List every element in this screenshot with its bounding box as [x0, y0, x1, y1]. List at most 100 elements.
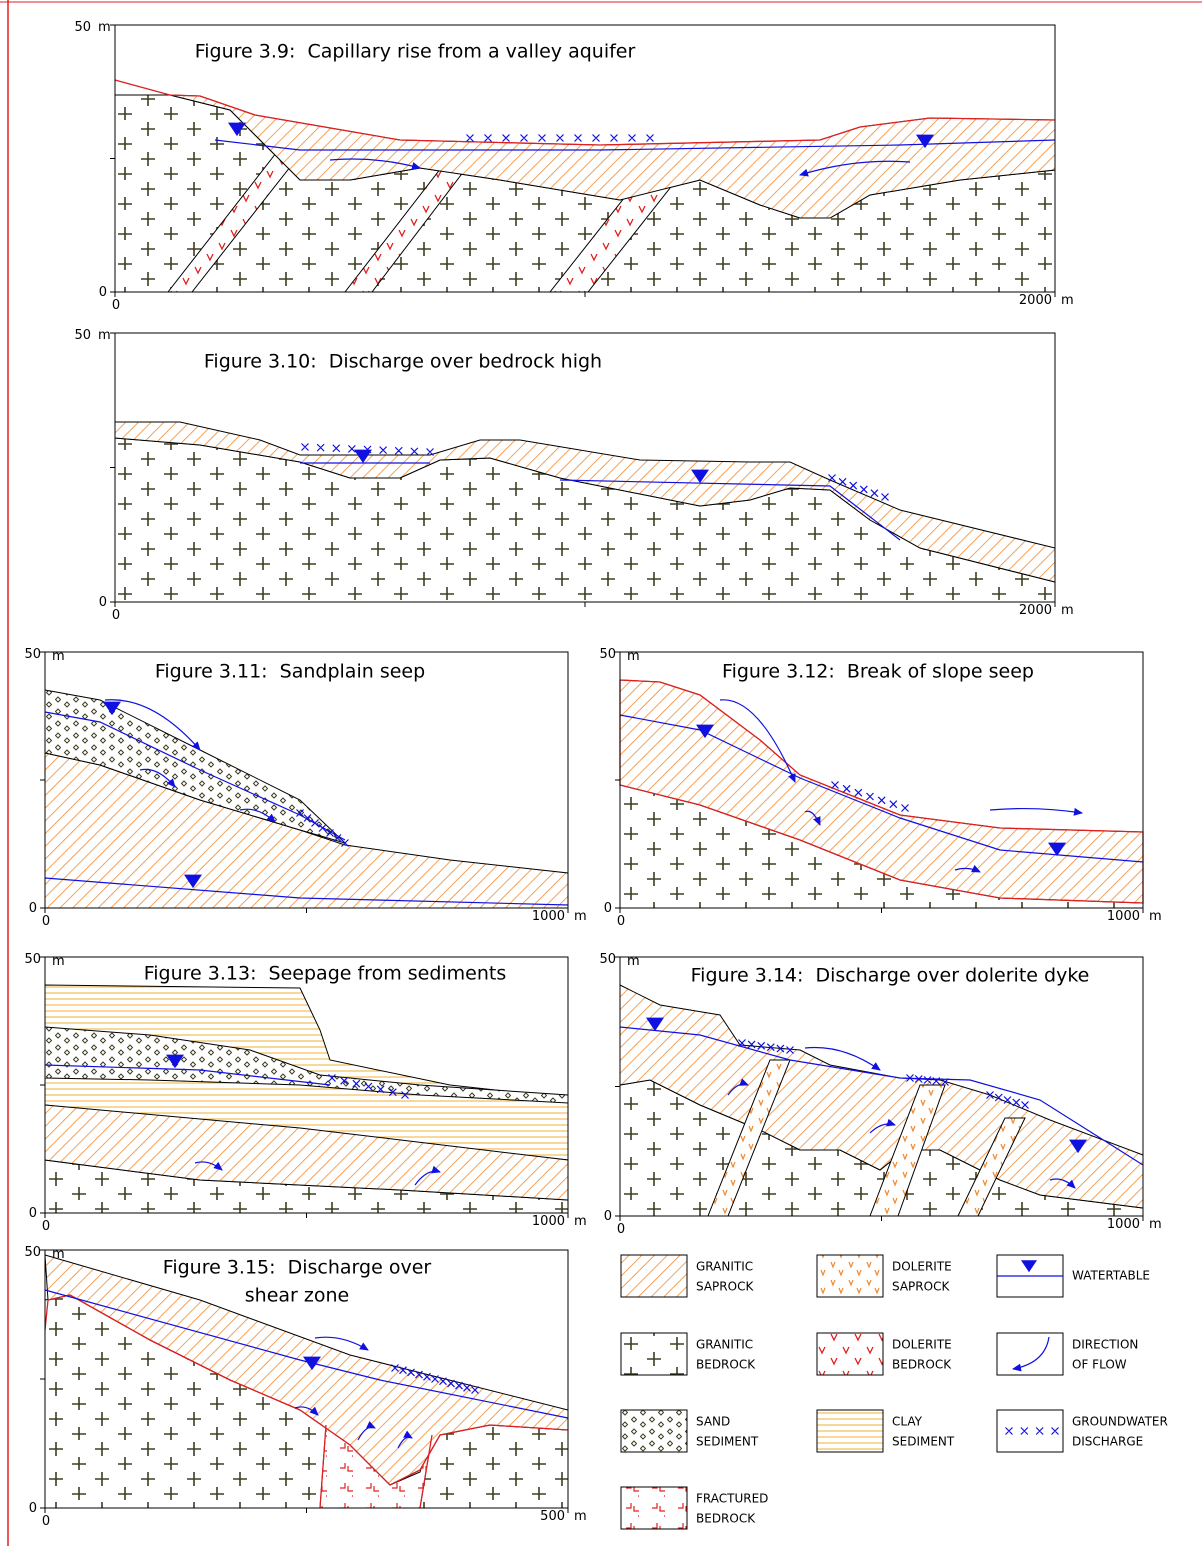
figure-title: Figure 3.13: Seepage from sediments [144, 963, 507, 985]
x-zero-label: 0 [42, 914, 50, 929]
x-unit-label: m [1061, 293, 1074, 308]
legend-item: SAND SEDIMENT [621, 1410, 759, 1452]
y-unit-label: m [52, 1247, 65, 1262]
legend-label: BEDROCK [696, 1512, 756, 1526]
x-zero-label: 0 [42, 1514, 50, 1529]
legend-item: GRANITIC BEDROCK [621, 1333, 756, 1375]
legend-label: DIRECTION [1072, 1338, 1138, 1352]
legend-swatch [997, 1333, 1063, 1375]
legend-label: DOLERITE [892, 1260, 952, 1274]
figure-title: Figure 3.10: Discharge over bedrock high [204, 351, 602, 373]
x-unit-label: m [574, 909, 587, 924]
legend-label: SEDIMENT [892, 1435, 955, 1449]
legend-item: WATERTABLE [997, 1255, 1150, 1297]
legend: GRANITIC SAPROCK DOLERITE SAPROCK WATERTABLE… [621, 1255, 1168, 1529]
figure-title: Figure 3.14: Discharge over dolerite dyk… [691, 965, 1090, 987]
figure: Figure 3.13: Seepage from sediments 50 m 00… [24, 952, 586, 1234]
figure-title: shear zone [245, 1285, 349, 1307]
legend-label: DISCHARGE [1072, 1435, 1143, 1449]
x-end-label: 500 [540, 1509, 565, 1524]
figure-title: Figure 3.11: Sandplain seep [155, 661, 425, 683]
legend-label: SAPROCK [892, 1280, 950, 1294]
legend-label: WATERTABLE [1072, 1269, 1150, 1283]
y-zero-label: 0 [29, 1206, 37, 1221]
figure-title: Figure 3.9: Capillary rise from a valley… [195, 41, 636, 63]
y-top-label: 50 [24, 1245, 41, 1260]
legend-swatch [817, 1410, 883, 1452]
legend-label: BEDROCK [696, 1358, 756, 1372]
x-zero-label: 0 [42, 1219, 50, 1234]
x-unit-label: m [574, 1509, 587, 1524]
x-end-label: 1000 [532, 1214, 565, 1229]
figure: Figure 3.10: Discharge over bedrock high… [74, 328, 1073, 623]
x-end-label: 1000 [1107, 1217, 1140, 1232]
y-top-label: 50 [24, 952, 41, 967]
y-unit-label: m [98, 328, 111, 343]
legend-item: CLAY SEDIMENT [817, 1410, 955, 1452]
figures: Figure 3.9: Capillary rise from a valley… [24, 20, 1161, 1529]
x-unit-label: m [1061, 603, 1074, 618]
x-unit-label: m [1149, 909, 1162, 924]
y-unit-label: m [627, 649, 640, 664]
legend-label: GRANITIC [696, 1338, 753, 1352]
legend-label: CLAY [892, 1415, 923, 1429]
legend-swatch [621, 1410, 687, 1452]
figure-title: Figure 3.15: Discharge over [163, 1257, 432, 1279]
legend-label: DOLERITE [892, 1338, 952, 1352]
legend-item: FRACTURED BEDROCK [621, 1487, 768, 1529]
y-unit-label: m [627, 954, 640, 969]
y-unit-label: m [98, 20, 111, 35]
y-zero-label: 0 [29, 901, 37, 916]
legend-item: DIRECTION OF FLOW [997, 1333, 1138, 1375]
legend-item: DOLERITE BEDROCK [817, 1333, 952, 1375]
legend-item: GRANITIC SAPROCK [621, 1255, 754, 1297]
legend-label: SAND [696, 1415, 730, 1429]
x-zero-label: 0 [112, 298, 120, 313]
y-zero-label: 0 [604, 901, 612, 916]
legend-item: DOLERITE SAPROCK [817, 1255, 952, 1297]
legend-label: FRACTURED [696, 1492, 768, 1506]
x-end-label: 1000 [532, 909, 565, 924]
legend-swatch [817, 1333, 883, 1375]
figure-title: Figure 3.12: Break of slope seep [722, 661, 1034, 683]
y-top-label: 50 [599, 647, 616, 662]
legend-label: OF FLOW [1072, 1358, 1127, 1372]
x-end-label: 2000 [1019, 603, 1052, 618]
figure: Figure 3.14: Discharge over dolerite dyk… [599, 952, 1161, 1237]
y-unit-label: m [52, 954, 65, 969]
legend-swatch [621, 1255, 687, 1297]
y-zero-label: 0 [99, 595, 107, 610]
y-zero-label: 0 [604, 1209, 612, 1224]
x-end-label: 1000 [1107, 909, 1140, 924]
figure: Figure 3.12: Break of slope seep 50 m 00 100… [599, 647, 1161, 929]
y-top-label: 50 [74, 328, 91, 343]
figure: Figure 3.11: Sandplain seep 50 m 00 1000 m [24, 647, 586, 929]
page: Figure 3.9: Capillary rise from a valley… [0, 0, 1202, 1546]
groundwater-discharge [467, 135, 654, 142]
legend-label: SAPROCK [696, 1280, 754, 1294]
y-zero-label: 0 [99, 285, 107, 300]
legend-label: BEDROCK [892, 1358, 952, 1372]
y-top-label: 50 [599, 952, 616, 967]
legend-label: GROUNDWATER [1072, 1415, 1168, 1429]
flow-arrow [990, 809, 1082, 813]
y-zero-label: 0 [29, 1501, 37, 1516]
legend-swatch [621, 1333, 687, 1375]
figure: Figure 3.9: Capillary rise from a valley… [74, 20, 1073, 313]
x-unit-label: m [574, 1214, 587, 1229]
legend-swatch [997, 1410, 1063, 1452]
legend-swatch [621, 1487, 687, 1529]
x-zero-label: 0 [617, 914, 625, 929]
x-zero-label: 0 [112, 608, 120, 623]
x-end-label: 2000 [1019, 293, 1052, 308]
legend-label: GRANITIC [696, 1260, 753, 1274]
legend-swatch [817, 1255, 883, 1297]
y-top-label: 50 [24, 647, 41, 662]
y-top-label: 50 [74, 20, 91, 35]
x-zero-label: 0 [617, 1222, 625, 1237]
legend-label: SEDIMENT [696, 1435, 759, 1449]
y-unit-label: m [52, 649, 65, 664]
figure: Figure 3.15: Discharge over shear zone 50 m… [24, 1245, 586, 1529]
legend-item: GROUNDWATER DISCHARGE [997, 1410, 1168, 1452]
x-unit-label: m [1149, 1217, 1162, 1232]
